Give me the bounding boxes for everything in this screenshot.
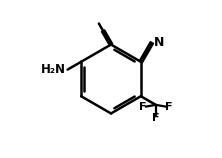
Text: F: F xyxy=(152,113,160,123)
Text: H₂N: H₂N xyxy=(41,63,66,76)
Text: N: N xyxy=(154,36,164,49)
Text: F: F xyxy=(165,102,173,112)
Text: F: F xyxy=(139,102,146,112)
